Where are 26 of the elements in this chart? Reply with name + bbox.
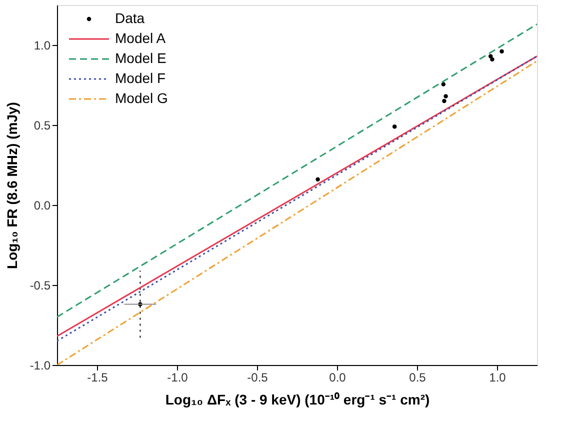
x-tick-label: 0.5 <box>409 370 426 384</box>
x-axis-title: Log₁₀ ΔFₓ (3 - 9 keV) (10⁻¹⁰ erg⁻¹ s⁻¹ cm²) <box>165 392 430 408</box>
y-tick-label: 0.5 <box>34 118 51 132</box>
x-tick-label: 0.0 <box>329 370 346 384</box>
point <box>441 82 446 86</box>
point <box>488 54 493 58</box>
point <box>490 57 494 62</box>
point <box>442 98 446 104</box>
x-tick-label: -0.5 <box>247 370 268 384</box>
y-tick-label: -0.5 <box>30 278 51 292</box>
point <box>316 177 320 182</box>
legend-label: Model G <box>115 90 168 106</box>
x-tick-label: -1.5 <box>87 370 108 384</box>
legend-label: Model F <box>115 70 166 86</box>
y-tick-label: -1.0 <box>30 358 51 372</box>
x-tick-label: 1.0 <box>489 370 506 384</box>
point <box>500 49 504 54</box>
point <box>392 124 397 129</box>
legend-label: Model E <box>115 50 166 66</box>
legend-label: Data <box>115 10 145 26</box>
y-tick-label: 0.0 <box>34 198 51 212</box>
x-tick-label: -1.0 <box>167 370 188 384</box>
y-tick-label: 1.0 <box>34 38 51 52</box>
point <box>444 94 448 98</box>
y-axis-title: Log₁₀ FR (8.6 MHz) (mJy) <box>4 102 20 269</box>
legend-label: Model A <box>115 30 166 46</box>
